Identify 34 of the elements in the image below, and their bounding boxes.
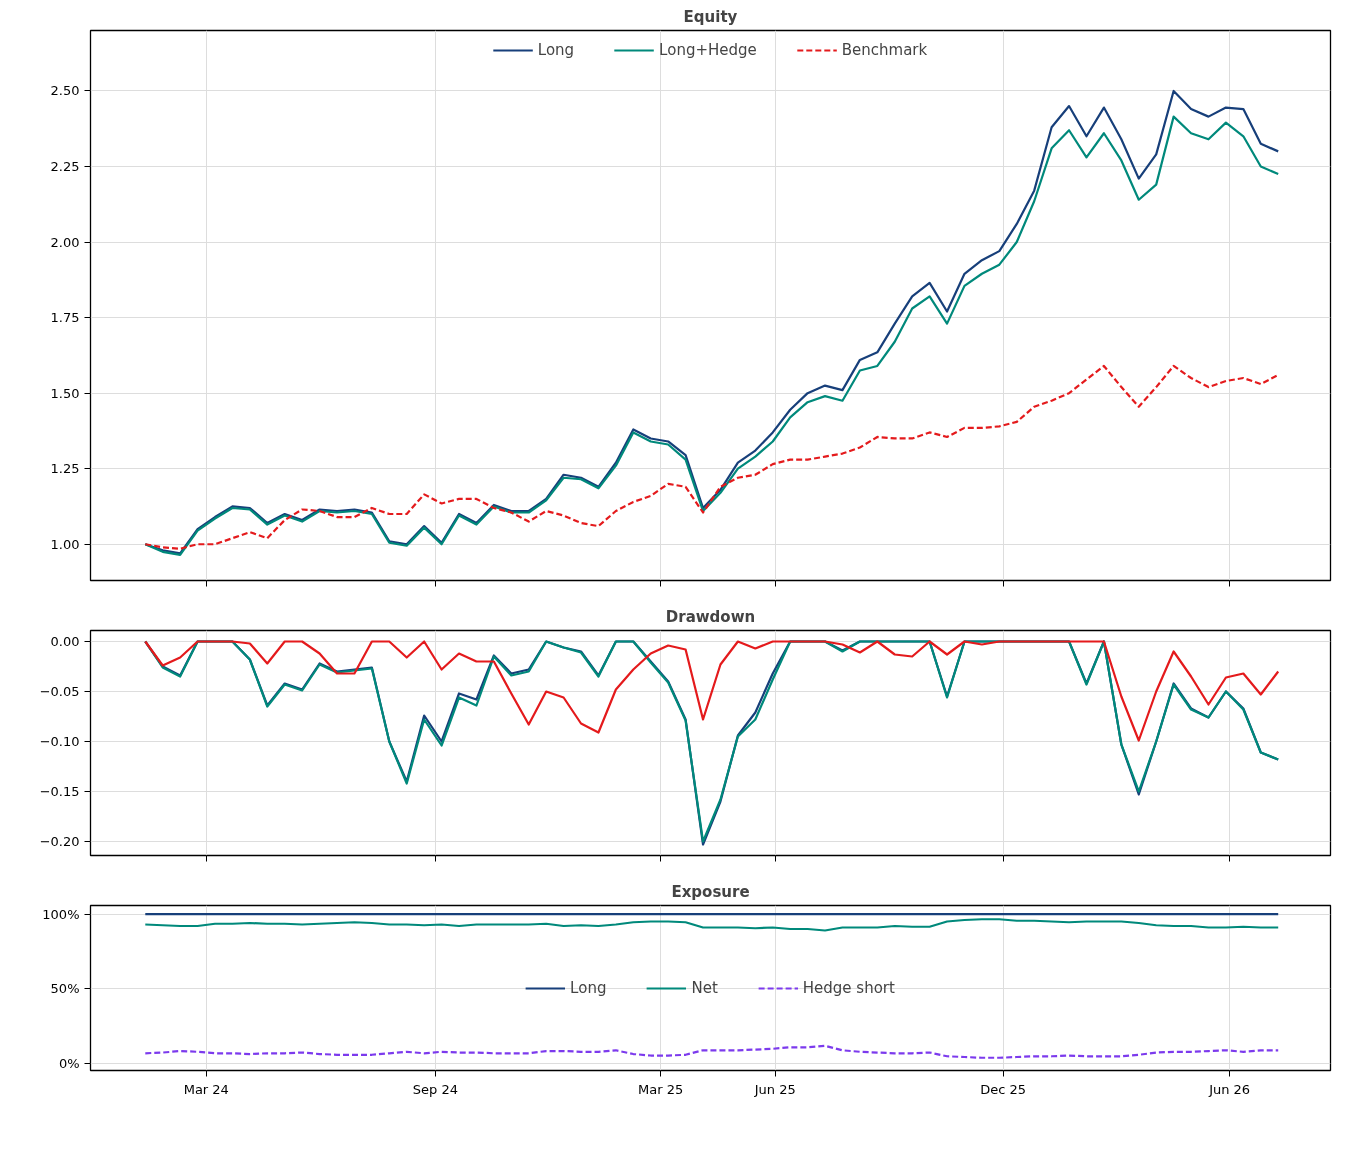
x-tick-label: Mar 25	[638, 1081, 684, 1097]
y-tick-label: 100%	[42, 906, 80, 922]
y-tick-label: −0.10	[39, 734, 80, 749]
chart-title: Equity	[683, 7, 738, 26]
chart-title: Exposure	[671, 882, 750, 901]
y-tick-label: 1.75	[50, 310, 80, 326]
legend-label: Long	[537, 41, 575, 59]
line-series	[144, 1044, 1280, 1059]
line-series	[144, 364, 1280, 550]
line-series	[144, 918, 1280, 932]
x-tick-label: Dec 25	[980, 1081, 1026, 1097]
x-tick-label: Jun 26	[1208, 1081, 1251, 1097]
y-tick-label: 0.00	[50, 634, 80, 649]
legend-label: Long	[570, 978, 607, 997]
chart-title: Drawdown	[665, 607, 756, 626]
y-tick-label: 50%	[50, 981, 80, 997]
x-tick-label: Mar 24	[183, 1081, 229, 1097]
y-tick-label: 2.50	[50, 83, 80, 99]
legend-label: Benchmark	[841, 41, 928, 59]
y-tick-label: 2.00	[50, 234, 80, 250]
y-tick-label: 1.00	[50, 536, 80, 552]
y-tick-label: −0.20	[39, 834, 80, 849]
legend-label: Long+Hedge	[659, 41, 757, 59]
y-tick-label: 0%	[58, 1056, 80, 1072]
y-tick-label: 1.50	[50, 385, 80, 401]
y-tick-label: −0.15	[39, 784, 80, 799]
y-tick-label: −0.05	[39, 684, 80, 699]
x-tick-label: Jun 25	[753, 1081, 796, 1097]
y-tick-label: 2.25	[50, 158, 80, 174]
line-series	[144, 640, 1280, 742]
y-tick-label: 1.25	[50, 461, 80, 477]
legend-label: Hedge short	[802, 978, 895, 997]
x-tick-label: Sep 24	[412, 1081, 458, 1097]
legend-label: Net	[691, 978, 718, 997]
